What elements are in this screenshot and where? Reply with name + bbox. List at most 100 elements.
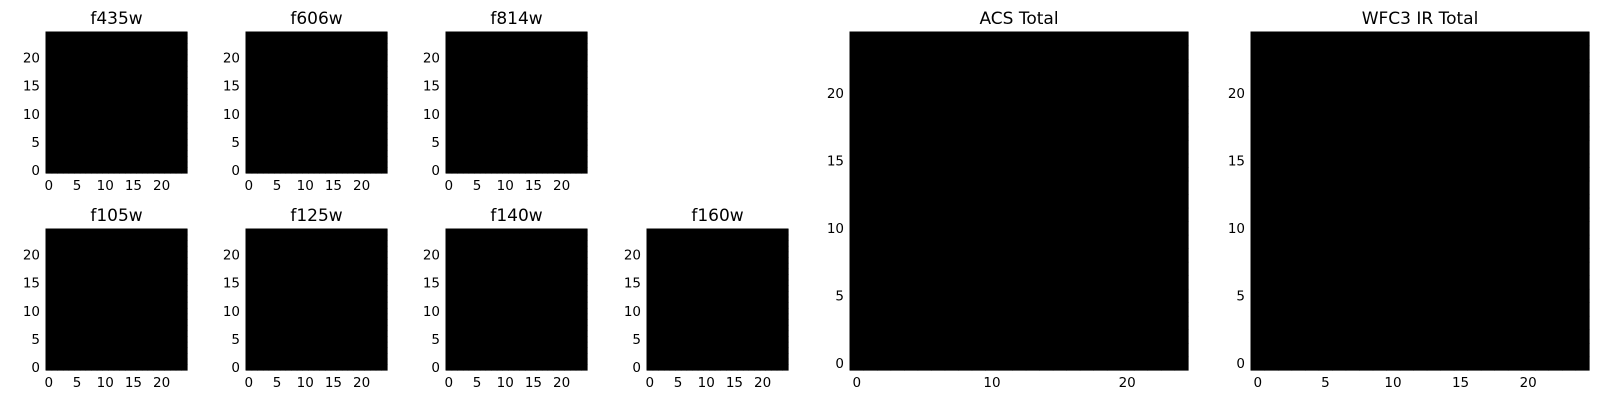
x-tick-label: 20 <box>153 178 170 194</box>
heatmap-cell <box>124 99 132 106</box>
heatmap-cell <box>462 99 470 106</box>
heatmap-cell <box>675 341 682 349</box>
heatmap-cell <box>175 77 182 84</box>
heatmap-cell <box>91 279 98 286</box>
heatmap-cell <box>904 302 919 317</box>
heatmap-cell <box>485 167 492 174</box>
heatmap-cell <box>268 245 275 253</box>
heatmap-cell <box>285 116 292 123</box>
heatmap-cell <box>296 110 303 118</box>
heatmap-cell <box>536 319 543 326</box>
heatmap-cell <box>141 330 149 337</box>
heatmap-cell <box>731 324 738 332</box>
heatmap-cell <box>496 353 503 360</box>
heatmap-cell <box>663 279 671 286</box>
heatmap-cell <box>1174 180 1189 195</box>
heatmap-cell <box>782 229 789 236</box>
heatmap-cell <box>51 358 58 365</box>
heatmap-cell <box>491 330 498 337</box>
heatmap-cell <box>998 221 1013 236</box>
heatmap-cell <box>547 279 554 286</box>
heatmap-cell <box>496 268 503 275</box>
heatmap-cell <box>675 319 682 326</box>
heatmap-cell <box>564 307 571 315</box>
heatmap-cell <box>485 257 492 264</box>
heatmap-cell <box>262 167 270 174</box>
heatmap-cell <box>530 330 537 337</box>
heatmap-cell <box>502 156 509 163</box>
heatmap-cell <box>985 302 1000 317</box>
heatmap-cell <box>147 285 154 292</box>
heatmap-cell <box>57 88 64 95</box>
heatmap-cell <box>468 296 475 303</box>
heatmap-cell <box>62 150 70 157</box>
heatmap-cell <box>564 245 571 253</box>
heatmap-cell <box>998 342 1013 358</box>
heatmap-cell <box>564 77 571 84</box>
heatmap-cell <box>754 274 761 281</box>
heatmap-cell <box>285 99 292 106</box>
heatmap-cell <box>279 77 287 84</box>
heatmap-cell <box>91 229 98 236</box>
heatmap-cell <box>324 105 332 112</box>
heatmap-cell <box>765 229 772 236</box>
heatmap-cell <box>96 341 103 349</box>
heatmap-cell <box>680 257 688 264</box>
heatmap-cell <box>124 32 132 39</box>
heatmap-cell <box>1052 329 1067 344</box>
heatmap-cell <box>268 319 275 326</box>
heatmap-cell <box>74 133 81 140</box>
heatmap-cell <box>336 133 343 140</box>
heatmap-cell <box>341 296 349 303</box>
heatmap-cell <box>330 251 337 258</box>
heatmap-cell <box>748 257 755 264</box>
heatmap-cell <box>877 315 892 331</box>
heatmap-cell <box>496 139 503 146</box>
heatmap-cell <box>570 324 577 332</box>
heatmap-cell <box>364 307 371 315</box>
heatmap-cell <box>313 77 320 84</box>
heatmap-cell <box>370 245 377 253</box>
heatmap-cell <box>46 127 53 135</box>
heatmap-cell <box>737 302 744 309</box>
heatmap-cell <box>462 65 470 73</box>
heatmap-cell <box>57 307 64 315</box>
heatmap-cell <box>1012 207 1027 222</box>
heatmap-cell <box>119 65 126 73</box>
heatmap-cell <box>530 285 537 292</box>
heatmap-cell <box>530 245 537 253</box>
heatmap-cell <box>46 262 53 270</box>
heatmap-cell <box>257 82 264 89</box>
heatmap-cell <box>703 262 710 270</box>
heatmap-cell <box>536 313 543 320</box>
heatmap-cell <box>336 302 343 309</box>
heatmap-cell <box>513 364 520 371</box>
heatmap-cell <box>692 268 699 275</box>
heatmap-cell <box>479 240 487 247</box>
heatmap-cell <box>79 341 87 349</box>
heatmap-cell <box>496 161 503 168</box>
heatmap-cell <box>113 127 120 135</box>
heatmap-cell <box>85 268 92 275</box>
heatmap-cell <box>136 245 143 253</box>
heatmap-cell <box>575 240 582 247</box>
heatmap-cell <box>108 99 115 106</box>
heatmap-cell <box>119 116 126 123</box>
heatmap-cell <box>748 358 755 365</box>
heatmap-cell <box>313 319 320 326</box>
heatmap-cell <box>703 353 710 360</box>
heatmap-cell <box>79 262 87 270</box>
heatmap-cell <box>308 65 315 73</box>
heatmap-cell <box>336 240 343 247</box>
y-tick-label: 15 <box>23 276 40 292</box>
heatmap-cell <box>341 122 349 129</box>
heatmap-cell <box>564 133 571 140</box>
y-tick-label: 5 <box>31 135 40 151</box>
heatmap-cell <box>124 133 132 140</box>
heatmap-cell <box>257 262 264 270</box>
heatmap-cell <box>285 229 292 236</box>
heatmap-cell <box>353 324 360 332</box>
heatmap-cell <box>474 296 481 303</box>
heatmap-cell <box>558 353 566 360</box>
heatmap-cell <box>141 105 149 112</box>
